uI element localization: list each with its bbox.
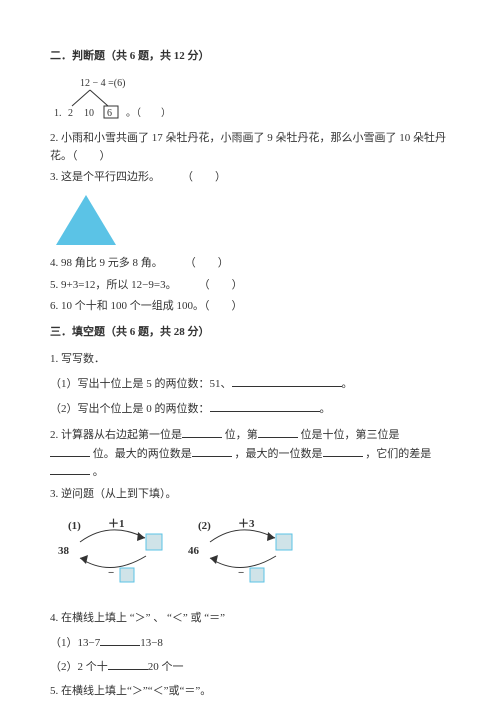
q1-tail: 。（ ） (126, 107, 170, 119)
q2-6: 6. 10 个十和 100 个一组成 100。（ ） (50, 298, 450, 316)
q2-4: 4. 98 角比 9 元多 8 角。 （ ） (50, 255, 450, 273)
t: 20 个一 (148, 661, 184, 673)
q3-diagram: (1) ＋1 38 − (2) ＋3 46 − (50, 514, 350, 594)
q3-1-l1a: （1）写出十位上是 5 的两位数：51、 (50, 378, 232, 390)
q1-box: 6 (107, 108, 112, 119)
q3-5: 5. 在横线上填上“＞”“＜”或“＝”。 (50, 683, 450, 701)
blank (258, 426, 298, 438)
blank (323, 445, 363, 457)
q2-3: 3. 这是个平行四边形。 （ ） (50, 169, 450, 187)
q2-2: 2. 小雨和小雪共画了 17 朵牡丹花，小雨画了 9 朵牡丹花，那么小雪画了 1… (50, 130, 450, 165)
blank (182, 426, 222, 438)
q3-3: 3. 逆问题（从上到下填）。 (50, 486, 450, 504)
t: （2）2 个十 (50, 661, 108, 673)
q1-label: 1. (54, 108, 62, 119)
blank (192, 445, 232, 457)
minus1: − (108, 567, 114, 579)
plus1: ＋1 (108, 518, 125, 530)
blank (50, 445, 90, 457)
p1: (1) (68, 520, 81, 532)
t: ，最大的一位数是 (235, 448, 323, 460)
q3-1-line2: （2）写出个位上是 0 的两位数： 。 (50, 400, 450, 419)
t: 位。最大的两位数是 (93, 448, 192, 460)
t: （1）13−7 (50, 637, 100, 649)
t: 。 (93, 466, 104, 478)
q1-diagram: 12 − 4 =(6) 2 10 6 。（ ） 1. (50, 76, 170, 120)
q1-left: 2 (68, 108, 73, 119)
q3-4-l1: （1）13−7 13−8 (50, 634, 450, 653)
q3-1-line1: （1）写出十位上是 5 的两位数：51、 。 (50, 375, 450, 394)
t: ，它们的差是 (365, 448, 431, 460)
plus3: ＋3 (238, 518, 255, 530)
n2: 46 (188, 545, 200, 557)
t: 位，第 (225, 429, 258, 441)
blank (210, 400, 320, 412)
q3-1-head: 1. 写写数． (50, 351, 450, 369)
q3-4-head: 4. 在横线上填上 “＞” 、 “＜” 或 “＝” (50, 610, 450, 628)
section3-title: 三．填空题（共 6 题，共 28 分） (50, 324, 450, 342)
t: 2. 计算器从右边起第一位是 (50, 429, 182, 441)
q3-1-l2a: （2）写出个位上是 0 的两位数： (50, 403, 210, 415)
q3-1-l2b: 。 (320, 403, 331, 415)
blank (50, 463, 90, 475)
q2-5: 5. 9+3=12，所以 12−9=3。 （ ） (50, 277, 450, 295)
p2: (2) (198, 520, 211, 532)
q1-mid: 10 (84, 108, 94, 119)
q3-2: 2. 计算器从右边起第一位是 位，第 位是十位，第三位是 位。最大的两位数是 ，… (50, 426, 450, 482)
minus2: − (238, 567, 244, 579)
t: 位是十位，第三位是 (301, 429, 400, 441)
q3-4-l2: （2）2 个十 20 个一 (50, 658, 450, 677)
section2-title: 二．判断题（共 6 题，共 12 分） (50, 48, 450, 66)
q1-top: 12 − 4 =(6) (80, 78, 125, 89)
q2-1: 12 − 4 =(6) 2 10 6 。（ ） 1. (50, 76, 450, 127)
blank (108, 658, 148, 670)
t: 13−8 (140, 637, 163, 649)
triangle-shape (56, 195, 116, 245)
blank (100, 634, 140, 646)
q3-1-l1b: 。 (342, 378, 353, 390)
n1: 38 (58, 545, 70, 557)
blank (232, 375, 342, 387)
